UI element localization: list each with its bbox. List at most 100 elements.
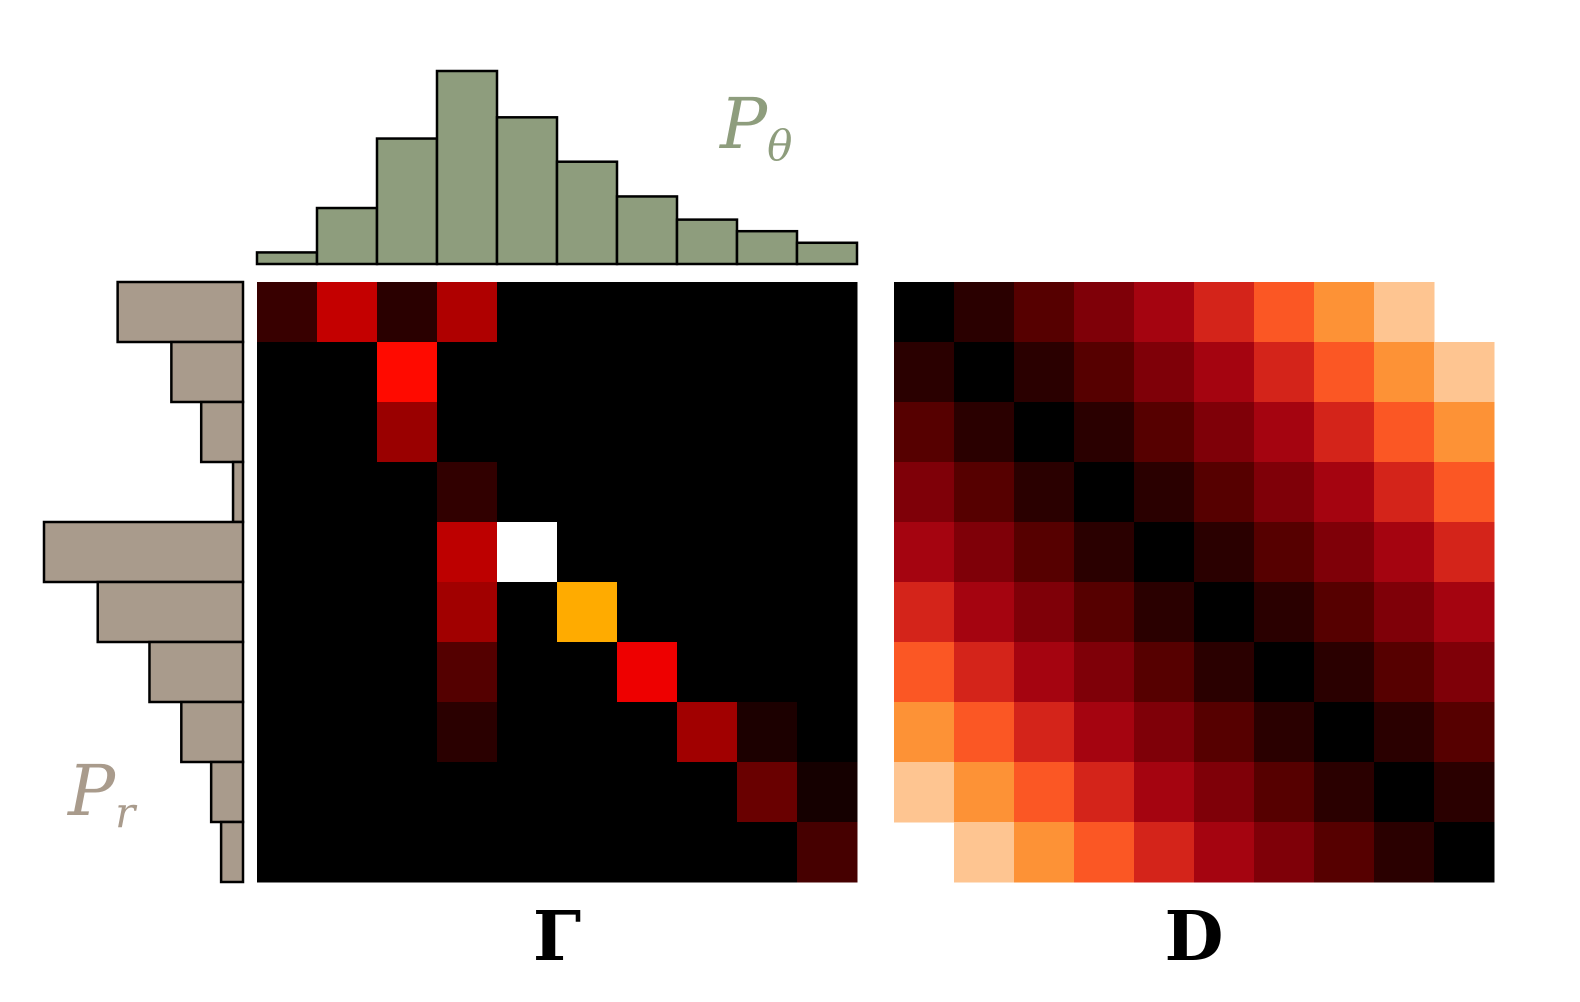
gamma-cell-5-5 xyxy=(557,582,618,643)
d-cell-0-8 xyxy=(1374,282,1435,343)
gamma-cell-9-0 xyxy=(257,822,318,883)
d-cell-3-2 xyxy=(1014,462,1075,523)
d-cell-1-3 xyxy=(1074,342,1135,403)
d-cell-4-9 xyxy=(1434,522,1495,583)
gamma-cell-4-7 xyxy=(677,522,738,583)
d-cell-1-1 xyxy=(954,342,1015,403)
d-cell-2-0 xyxy=(894,402,955,463)
d-cell-9-1 xyxy=(954,822,1015,883)
d-cell-6-3 xyxy=(1074,642,1135,703)
gamma-cell-0-5 xyxy=(557,282,618,343)
d-cell-6-2 xyxy=(1014,642,1075,703)
gamma-cell-3-4 xyxy=(497,462,558,523)
top-hist-bar-1 xyxy=(255,251,319,266)
gamma-cell-2-2 xyxy=(377,402,438,463)
d-cell-7-0 xyxy=(894,702,955,763)
d-cell-1-2 xyxy=(1014,342,1075,403)
d-cell-8-1 xyxy=(954,762,1015,823)
gamma-cell-5-8 xyxy=(737,582,798,643)
d-cell-2-6 xyxy=(1254,402,1315,463)
top-hist-bar-3 xyxy=(375,137,439,266)
top-hist-bar-7 xyxy=(615,195,679,266)
gamma-cell-0-4 xyxy=(497,282,558,343)
d-cell-8-0 xyxy=(894,762,955,823)
d-cell-6-5 xyxy=(1194,642,1255,703)
gamma-cell-0-7 xyxy=(677,282,738,343)
d-cell-1-9 xyxy=(1434,342,1495,403)
gamma-cell-6-1 xyxy=(317,642,378,703)
gamma-cell-1-7 xyxy=(677,342,738,403)
gamma-cell-8-0 xyxy=(257,762,318,823)
gamma-heatmap xyxy=(257,282,858,883)
gamma-cell-4-8 xyxy=(737,522,798,583)
gamma-cell-3-2 xyxy=(377,462,438,523)
gamma-cell-2-5 xyxy=(557,402,618,463)
top-histogram-p-theta xyxy=(255,69,859,266)
gamma-cell-3-6 xyxy=(617,462,678,523)
d-cell-5-6 xyxy=(1254,582,1315,643)
d-cell-2-5 xyxy=(1194,402,1255,463)
d-cell-8-7 xyxy=(1314,762,1375,823)
d-cell-2-8 xyxy=(1374,402,1435,463)
d-cell-8-3 xyxy=(1074,762,1135,823)
d-cell-5-3 xyxy=(1074,582,1135,643)
gamma-cell-8-2 xyxy=(377,762,438,823)
gamma-cell-1-1 xyxy=(317,342,378,403)
gamma-cell-7-5 xyxy=(557,702,618,763)
d-cell-1-8 xyxy=(1374,342,1435,403)
d-cell-9-5 xyxy=(1194,822,1255,883)
gamma-cell-4-9 xyxy=(797,522,858,583)
gamma-cell-7-9 xyxy=(797,702,858,763)
gamma-cell-2-3 xyxy=(437,402,498,463)
d-cell-9-2 xyxy=(1014,822,1075,883)
d-heatmap xyxy=(894,282,1495,883)
gamma-cell-3-9 xyxy=(797,462,858,523)
gamma-cell-8-4 xyxy=(497,762,558,823)
d-cell-5-2 xyxy=(1014,582,1075,643)
top-hist-bar-4 xyxy=(435,69,499,266)
gamma-cell-0-9 xyxy=(797,282,858,343)
d-cell-5-4 xyxy=(1134,582,1195,643)
gamma-cell-8-7 xyxy=(677,762,738,823)
d-cell-4-2 xyxy=(1014,522,1075,583)
d-cell-1-0 xyxy=(894,342,955,403)
d-cell-3-7 xyxy=(1314,462,1375,523)
gamma-cell-8-9 xyxy=(797,762,858,823)
left-hist-bar-6 xyxy=(96,580,245,644)
left-hist-bar-3 xyxy=(199,400,245,464)
d-cell-9-7 xyxy=(1314,822,1375,883)
gamma-cell-6-0 xyxy=(257,642,318,703)
gamma-cell-9-7 xyxy=(677,822,738,883)
gamma-cell-1-8 xyxy=(737,342,798,403)
gamma-cell-7-6 xyxy=(617,702,678,763)
d-cell-4-5 xyxy=(1194,522,1255,583)
d-cell-5-5 xyxy=(1194,582,1255,643)
d-cell-5-8 xyxy=(1374,582,1435,643)
gamma-cell-6-6 xyxy=(617,642,678,703)
d-cell-0-2 xyxy=(1014,282,1075,343)
gamma-cell-3-7 xyxy=(677,462,738,523)
gamma-cell-1-3 xyxy=(437,342,498,403)
gamma-cell-7-1 xyxy=(317,702,378,763)
d-cell-6-7 xyxy=(1314,642,1375,703)
gamma-cell-4-5 xyxy=(557,522,618,583)
d-cell-7-6 xyxy=(1254,702,1315,763)
gamma-cell-6-7 xyxy=(677,642,738,703)
gamma-cell-0-6 xyxy=(617,282,678,343)
gamma-cell-7-7 xyxy=(677,702,738,763)
d-cell-2-3 xyxy=(1074,402,1135,463)
gamma-cell-1-0 xyxy=(257,342,318,403)
gamma-cell-0-0 xyxy=(257,282,318,343)
gamma-cell-4-3 xyxy=(437,522,498,583)
d-cell-8-5 xyxy=(1194,762,1255,823)
gamma-cell-8-3 xyxy=(437,762,498,823)
gamma-cell-2-8 xyxy=(737,402,798,463)
gamma-cell-7-2 xyxy=(377,702,438,763)
d-cell-0-6 xyxy=(1254,282,1315,343)
d-cell-8-4 xyxy=(1134,762,1195,823)
top-hist-bar-2 xyxy=(315,206,379,266)
gamma-cell-1-6 xyxy=(617,342,678,403)
d-cell-7-8 xyxy=(1374,702,1435,763)
gamma-cell-7-3 xyxy=(437,702,498,763)
